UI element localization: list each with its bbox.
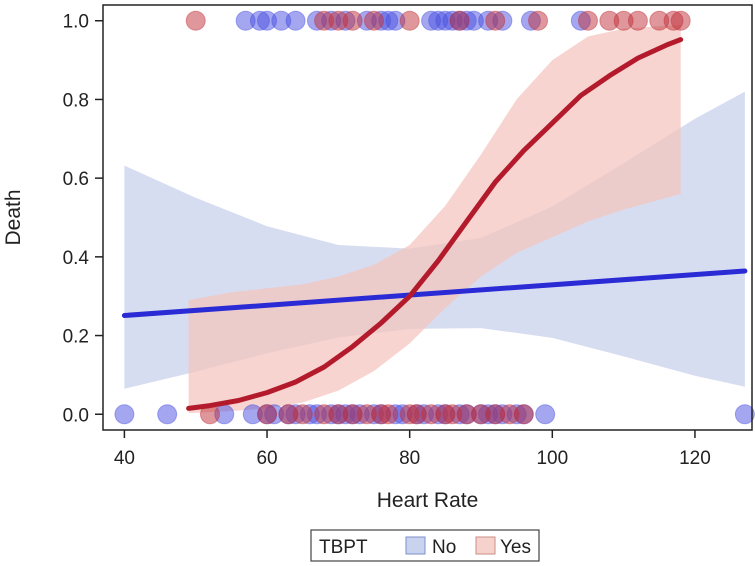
fit-lines [121,37,748,411]
point-yes-died [528,10,549,31]
point-yes-died [577,10,598,31]
point-no-survived [157,404,178,425]
point-yes-died [449,10,470,31]
point-yes-died [485,10,506,31]
y-tick-label: 0.0 [63,405,89,426]
y-axis-title: Death [2,189,25,245]
x-tick-label: 80 [399,448,420,469]
fit-line-no [121,268,748,318]
confidence-bands [124,24,745,414]
scatter-points [114,10,755,425]
y-tick-label: 0.6 [63,169,89,190]
x-tick-label: 60 [256,448,277,469]
point-yes-survived [292,404,313,425]
point-yes-died [342,10,363,31]
point-yes-survived [378,404,399,425]
point-no-survived [535,404,556,425]
point-no-survived [114,404,135,425]
point-yes-died [399,10,420,31]
y-axis-ticks: 0.0 0.2 0.4 0.6 0.8 1.0 [63,12,103,426]
legend-items: No Yes [405,536,531,558]
point-yes-died [185,10,206,31]
legend-label-yes: Yes [500,537,531,558]
legend-swatch-yes [475,536,496,555]
point-yes-survived [513,404,534,425]
x-tick-label: 40 [114,448,135,469]
point-yes-died [670,10,691,31]
x-tick-label: 120 [679,448,711,469]
point-yes-survived [257,404,278,425]
x-axis-title: Heart Rate [377,489,479,512]
point-no-died [285,10,306,31]
point-yes-died [627,10,648,31]
y-tick-label: 0.4 [63,248,90,269]
legend: TBPT No Yes [310,529,540,562]
legend-swatch-no [405,536,426,555]
plot-frame [102,4,753,431]
y-tick-label: 1.0 [63,12,89,33]
y-tick-label: 0.8 [63,90,89,111]
x-tick-label: 100 [536,448,568,469]
point-no-survived [734,404,755,425]
y-tick-label: 0.2 [63,327,89,348]
x-axis-ticks: 40 60 80 100 120 [114,430,711,469]
legend-title: TBPT [319,537,368,558]
confidence-band-yes [188,24,681,414]
point-yes-died [364,10,385,31]
fit-line-yes [186,37,684,411]
legend-label-no: No [432,537,456,558]
